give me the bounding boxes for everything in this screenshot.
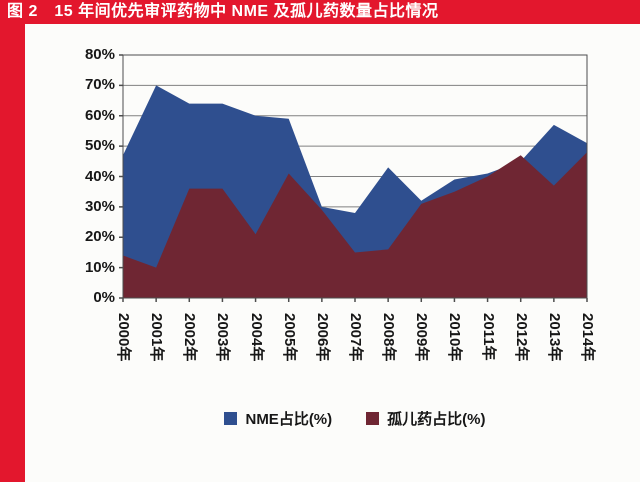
y-tick-label: 60% [84, 106, 115, 124]
x-tick-label: 2005年 [280, 313, 298, 362]
x-tick-label: 2006年 [313, 313, 331, 362]
x-tick-label: 2001年 [148, 313, 166, 362]
x-tick-label: 2002年 [181, 313, 199, 362]
x-tick-label: 2004年 [247, 313, 265, 362]
x-tick-label: 2009年 [413, 313, 431, 362]
legend-item-orphan: 孤儿药占比(%) [366, 408, 486, 429]
y-tick-label: 80% [84, 46, 115, 63]
x-tick-label: 2012年 [512, 313, 530, 362]
x-tick-label: 2007年 [347, 313, 364, 362]
x-tick-label: 2014年 [579, 313, 596, 362]
legend-swatch-nme-icon [224, 411, 238, 425]
orphan-area-polygon [123, 152, 587, 298]
x-tick-label: 2003年 [214, 313, 232, 362]
x-tick-label: 2011年 [479, 313, 497, 361]
y-tick-label: 10% [84, 258, 115, 276]
area-chart: 0% 10% 20% 30% 40% 50% 60% 70% 80% 2000年 2001年 200… [0, 24, 640, 482]
chart-legend: NME占比(%) 孤儿药占比(%) [123, 406, 587, 430]
y-tick-label: 20% [84, 228, 115, 246]
figure-title-bar: 图 2 15 年间优先审评药物中 NME 及孤儿药数量占比情况 [0, 0, 640, 24]
legend-label-nme: NME占比(%) [245, 410, 333, 428]
x-tick-label: 2010年 [446, 313, 464, 362]
plot-area [119, 54, 588, 302]
y-tick-label: 70% [84, 76, 115, 94]
left-red-strip [0, 0, 25, 482]
legend-item-nme: NME占比(%) [224, 408, 332, 429]
y-tick-label: 30% [84, 197, 115, 215]
x-tick-label: 2013年 [545, 313, 563, 362]
x-tick-label: 2008年 [380, 313, 398, 362]
y-tick-label: 40% [84, 167, 115, 185]
y-tick-label: 0% [93, 289, 115, 306]
legend-swatch-orphan-icon [366, 411, 380, 425]
y-tick-label: 50% [84, 137, 115, 155]
legend-label-orphan: 孤儿药占比(%) [387, 410, 486, 428]
x-tick-label: 2000年 [115, 313, 132, 362]
figure-title: 图 2 15 年间优先审评药物中 NME 及孤儿药数量占比情况 [7, 3, 439, 20]
